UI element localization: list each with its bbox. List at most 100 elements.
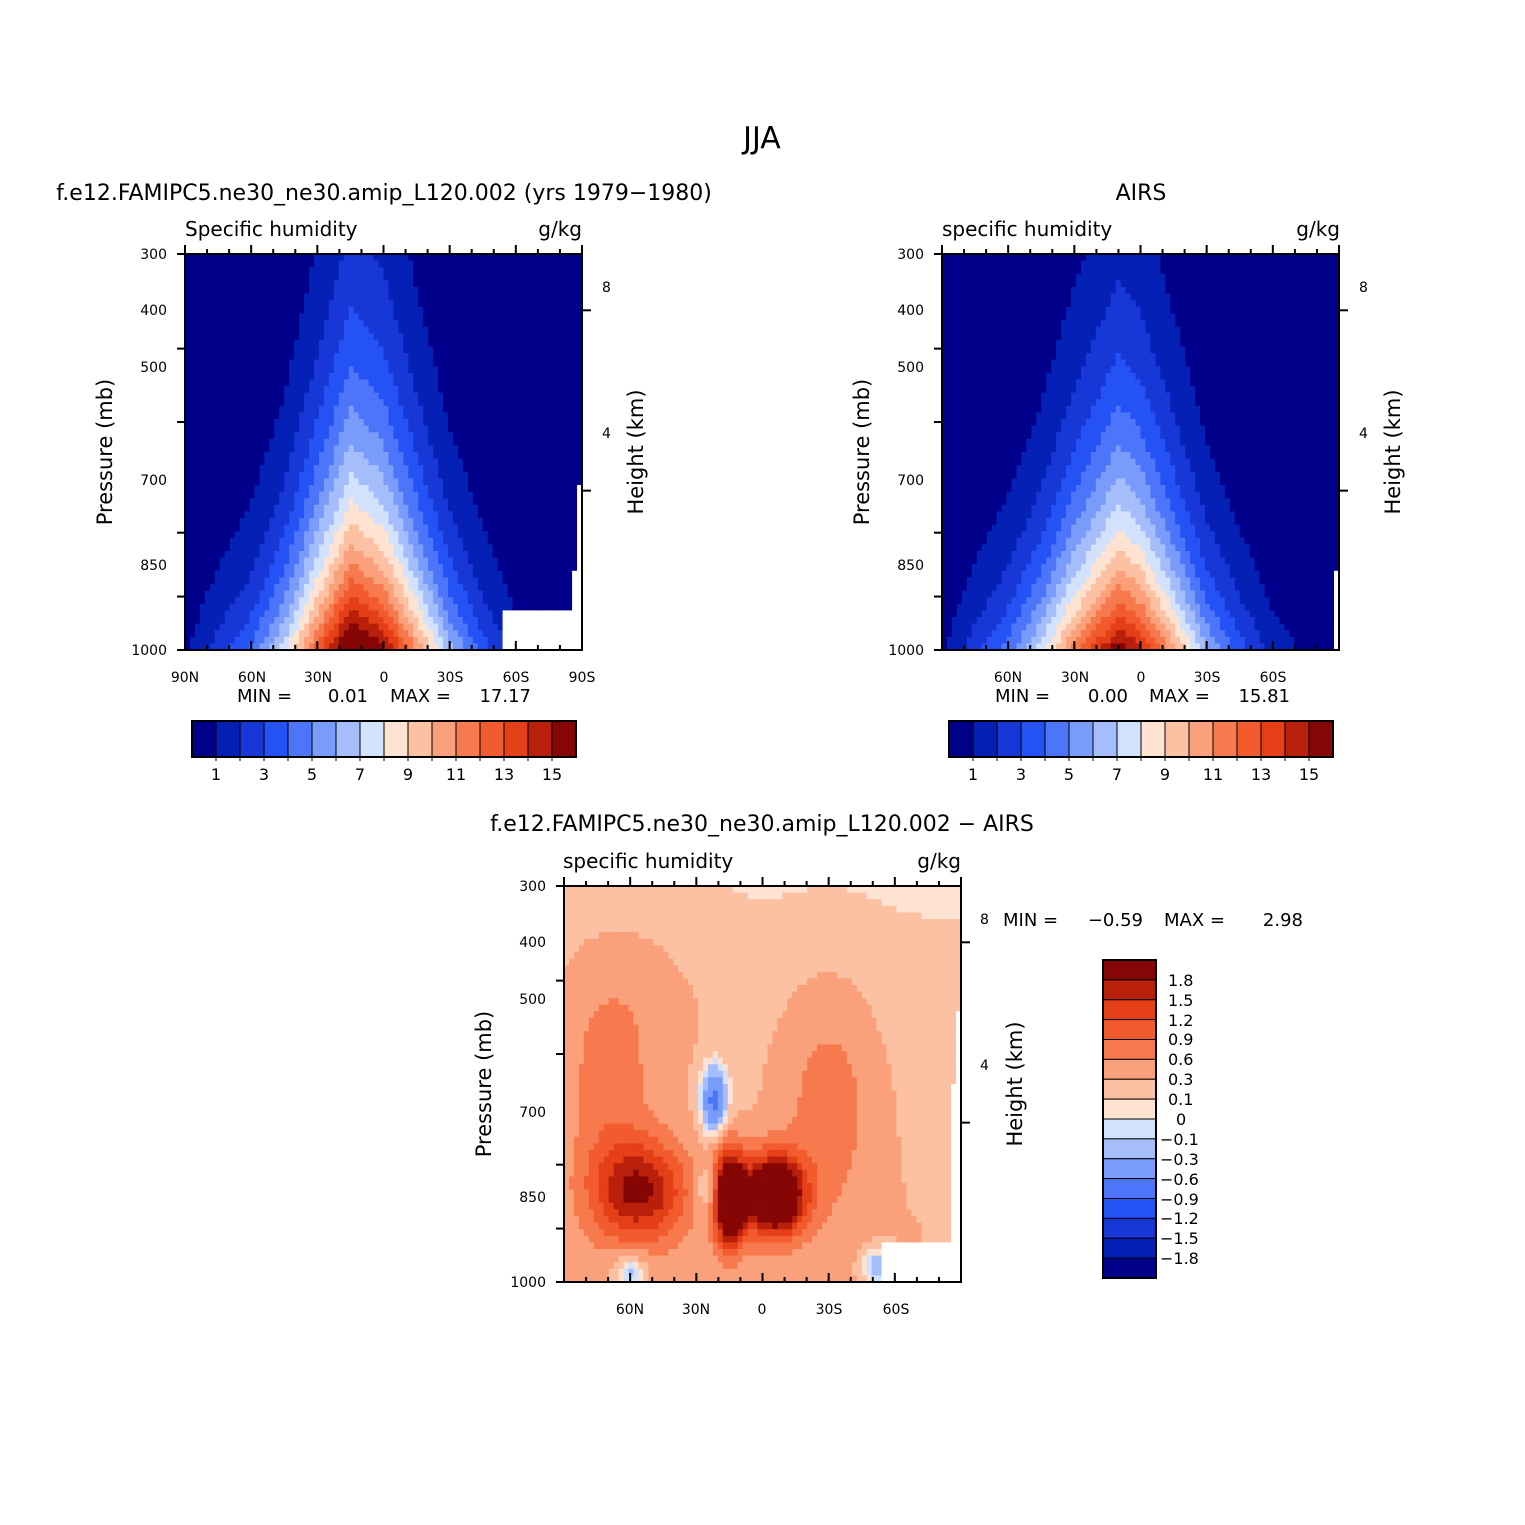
field-cell (502, 254, 509, 262)
field-cell (279, 273, 285, 281)
field-cell (408, 405, 414, 413)
field-cell (249, 544, 256, 552)
field-cell (438, 366, 444, 374)
field-cell (507, 326, 514, 334)
field-cell (304, 485, 310, 493)
field-cell (204, 471, 211, 479)
field-cell (224, 511, 231, 519)
field-cell (358, 504, 365, 512)
field-cell (418, 458, 424, 466)
field-cell (393, 537, 399, 545)
field-cell (209, 366, 216, 374)
field-cell (363, 524, 370, 532)
field-cell (567, 643, 573, 651)
field-cell (194, 432, 201, 440)
field-cell (289, 610, 295, 618)
field-cell (229, 504, 236, 512)
field-cell (194, 346, 201, 354)
field-cell (254, 260, 261, 268)
field-cell (452, 537, 459, 545)
field-cell (462, 432, 469, 440)
field-cell (224, 419, 231, 427)
field-cell (448, 372, 454, 380)
field-cell (294, 623, 300, 631)
field-cell (532, 386, 538, 394)
field-cell (572, 432, 578, 440)
field-cell (577, 643, 583, 651)
field-cell (328, 359, 335, 367)
field-cell (517, 564, 524, 572)
field-cell (542, 597, 548, 605)
field-cell (438, 551, 444, 559)
field-cell (393, 405, 399, 413)
field-cell (269, 260, 275, 268)
field-cell (314, 267, 320, 275)
field-cell (189, 372, 196, 380)
field-cell (557, 287, 563, 295)
field-cell (393, 306, 399, 314)
field-cell (517, 445, 524, 453)
field-cell (279, 603, 285, 611)
field-cell (462, 405, 469, 413)
field-cell (204, 333, 211, 341)
field-cell (502, 306, 509, 314)
field-cell (323, 485, 330, 493)
field-cell (547, 287, 553, 295)
field-cell (472, 597, 479, 605)
field-cell (577, 333, 583, 341)
field-cell (512, 359, 519, 367)
field-cell (338, 584, 345, 592)
field-cell (562, 333, 568, 341)
field-cell (413, 531, 419, 539)
field-cell (443, 557, 449, 565)
field-cell (492, 287, 499, 295)
field-cell (259, 346, 265, 354)
field-cell (318, 623, 325, 631)
field-cell (294, 254, 300, 262)
field-cell (418, 551, 424, 559)
field-cell (462, 254, 469, 262)
field-cell (457, 603, 464, 611)
field-cell (323, 372, 330, 380)
field-cell (338, 485, 345, 493)
field-cell (363, 485, 370, 493)
field-cell (234, 524, 241, 532)
field-cell (383, 564, 390, 572)
field-cell (259, 570, 265, 578)
field-cell (309, 597, 315, 605)
field-cell (942, 419, 948, 427)
field-cell (452, 557, 459, 565)
field-cell (274, 617, 280, 625)
field-cell (408, 577, 414, 585)
field-cell (294, 531, 300, 539)
field-cell (214, 405, 221, 413)
field-cell (517, 643, 524, 651)
field-cell (209, 597, 216, 605)
field-cell (532, 419, 538, 427)
field-cell (507, 254, 514, 262)
field-cell (239, 438, 246, 446)
field-cell (517, 346, 524, 354)
field-cell (373, 577, 380, 585)
field-cell (542, 405, 548, 413)
field-cell (403, 326, 409, 334)
field-cell (185, 386, 191, 394)
field-cell (274, 313, 280, 321)
field-cell (234, 353, 241, 361)
field-cell (294, 590, 300, 598)
field-cell (477, 399, 484, 407)
field-cell (467, 511, 474, 519)
field-cell (477, 425, 484, 433)
field-cell (482, 504, 489, 512)
field-cell (304, 260, 310, 268)
field-cell (502, 399, 509, 407)
field-cell (294, 379, 300, 387)
field-cell (343, 531, 350, 539)
field-cell (309, 326, 315, 334)
field-cell (199, 610, 206, 618)
field-cell (219, 452, 226, 460)
field-cell (418, 287, 424, 295)
field-cell (438, 438, 444, 446)
field-cell (274, 491, 280, 499)
field-cell (512, 597, 519, 605)
